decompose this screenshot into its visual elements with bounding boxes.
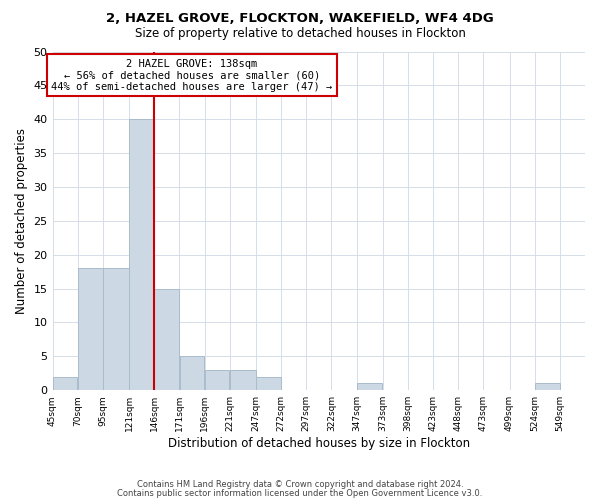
Text: 2 HAZEL GROVE: 138sqm
← 56% of detached houses are smaller (60)
44% of semi-deta: 2 HAZEL GROVE: 138sqm ← 56% of detached … xyxy=(52,58,332,92)
X-axis label: Distribution of detached houses by size in Flockton: Distribution of detached houses by size … xyxy=(168,437,470,450)
Bar xyxy=(129,119,154,390)
Bar xyxy=(53,376,77,390)
Bar xyxy=(154,288,179,390)
Bar xyxy=(256,376,281,390)
Text: 2, HAZEL GROVE, FLOCKTON, WAKEFIELD, WF4 4DG: 2, HAZEL GROVE, FLOCKTON, WAKEFIELD, WF4… xyxy=(106,12,494,26)
Text: Contains public sector information licensed under the Open Government Licence v3: Contains public sector information licen… xyxy=(118,488,482,498)
Bar xyxy=(535,384,560,390)
Text: Size of property relative to detached houses in Flockton: Size of property relative to detached ho… xyxy=(134,28,466,40)
Bar xyxy=(205,370,229,390)
Y-axis label: Number of detached properties: Number of detached properties xyxy=(15,128,28,314)
Bar xyxy=(103,268,129,390)
Text: Contains HM Land Registry data © Crown copyright and database right 2024.: Contains HM Land Registry data © Crown c… xyxy=(137,480,463,489)
Bar xyxy=(179,356,204,390)
Bar xyxy=(78,268,103,390)
Bar xyxy=(230,370,256,390)
Bar xyxy=(357,384,382,390)
